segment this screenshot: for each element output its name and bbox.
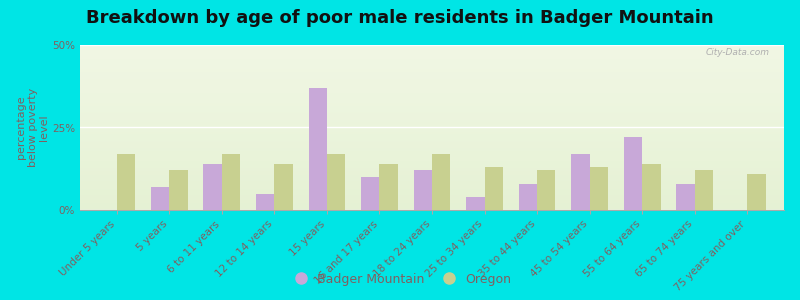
Text: Breakdown by age of poor male residents in Badger Mountain: Breakdown by age of poor male residents … bbox=[86, 9, 714, 27]
Bar bbox=[747, 174, 766, 210]
Bar bbox=[676, 184, 694, 210]
Bar bbox=[203, 164, 222, 210]
Bar bbox=[624, 137, 642, 210]
Bar bbox=[432, 154, 450, 210]
Bar bbox=[518, 184, 537, 210]
Bar bbox=[571, 154, 590, 210]
Bar bbox=[151, 187, 170, 210]
Bar bbox=[170, 170, 188, 210]
Bar bbox=[590, 167, 608, 210]
Bar bbox=[414, 170, 432, 210]
Bar bbox=[642, 164, 661, 210]
Bar bbox=[327, 154, 346, 210]
Bar bbox=[379, 164, 398, 210]
Bar bbox=[256, 194, 274, 210]
Bar bbox=[222, 154, 240, 210]
Text: City-Data.com: City-Data.com bbox=[706, 48, 770, 57]
Legend: Badger Mountain, Oregon: Badger Mountain, Oregon bbox=[283, 268, 517, 291]
Bar bbox=[361, 177, 379, 210]
Y-axis label: percentage
below poverty
level: percentage below poverty level bbox=[16, 88, 50, 167]
Bar bbox=[537, 170, 555, 210]
Bar bbox=[466, 197, 485, 210]
Bar bbox=[485, 167, 503, 210]
Bar bbox=[274, 164, 293, 210]
Bar bbox=[309, 88, 327, 210]
Bar bbox=[117, 154, 135, 210]
Bar bbox=[694, 170, 713, 210]
